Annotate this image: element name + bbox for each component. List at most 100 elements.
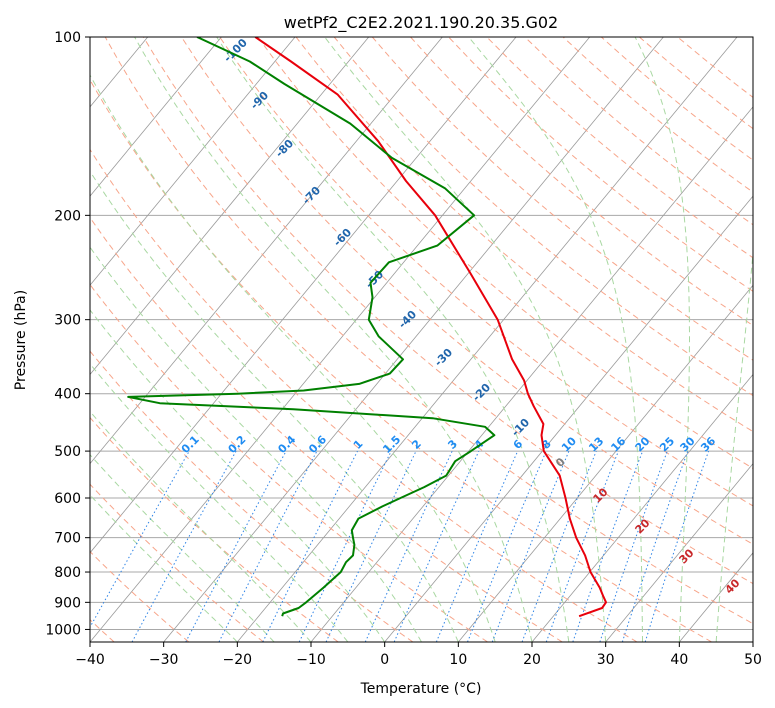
- moist-adiabat-line: [216, 37, 570, 642]
- mixing-ratio-line: [545, 450, 619, 642]
- moist-adiabat-label: 10: [591, 485, 611, 505]
- x-tick-label: −30: [149, 652, 179, 668]
- dry-adiabat-line: [104, 37, 753, 625]
- x-tick-label: −40: [75, 652, 105, 668]
- isotherm-line: [531, 373, 753, 642]
- dry-adiabat-line: [90, 350, 414, 642]
- x-tick-label: 10: [449, 652, 467, 668]
- dry-adiabat-line: [410, 37, 753, 327]
- dry-adiabat-line: [448, 37, 753, 292]
- moist-adiabat-line: [90, 410, 312, 642]
- dry-adiabat-label: -20: [470, 381, 493, 404]
- mixing-ratio-line: [435, 450, 519, 642]
- mixing-ratio-label: 0.6: [306, 433, 329, 456]
- mixing-ratio-line: [262, 450, 358, 642]
- x-tick-label: −20: [223, 652, 253, 668]
- mixing-ratio-line: [644, 450, 710, 642]
- y-tick-label: 200: [54, 208, 81, 224]
- isotherm-line: [679, 552, 753, 642]
- y-tick-label: 400: [54, 387, 81, 403]
- y-tick-label: 700: [54, 531, 81, 547]
- isotherm-line: [90, 37, 517, 554]
- dry-adiabat-line: [333, 37, 753, 397]
- dry-adiabat-line: [90, 283, 488, 642]
- moist-adiabat-line: [90, 309, 386, 642]
- dry-adiabat-label: -30: [432, 346, 455, 369]
- dry-adiabat-line: [90, 216, 563, 642]
- plot-frame: [89, 36, 754, 643]
- y-tick-label: 1000: [45, 622, 81, 638]
- mixing-ratio-label: 3: [445, 437, 460, 452]
- isotherm-line: [384, 195, 753, 642]
- dry-adiabat-line: [90, 550, 190, 642]
- isotherm-line: [90, 37, 591, 642]
- isotherm-line: [752, 641, 753, 642]
- isotherm-gridlines: [0, 37, 753, 642]
- isotherm-line: [237, 37, 738, 642]
- x-tick-label: 20: [523, 652, 541, 668]
- profiles: [127, 37, 607, 618]
- y-tick-label: 100: [54, 30, 81, 46]
- x-tick-label: 30: [597, 652, 615, 668]
- isobar-gridlines: [90, 37, 753, 630]
- mixing-ratio-line: [491, 450, 570, 642]
- mixing-ratio-line: [599, 450, 668, 642]
- moist-adiabat-line: [468, 37, 643, 642]
- x-axis-title: Temperature (°C): [360, 681, 482, 697]
- mixing-ratio-line: [393, 450, 480, 642]
- dewpoint-profile-line: [127, 37, 496, 617]
- y-tick-label: 900: [54, 595, 81, 611]
- mixing-ratio-lines: [90, 450, 710, 642]
- temperature-profile-line: [254, 37, 607, 618]
- isotherm-line: [90, 37, 443, 465]
- mixing-ratio-line: [467, 450, 547, 642]
- x-tick-label: 0: [380, 652, 389, 668]
- mixing-ratio-label: 0.1: [179, 433, 202, 456]
- dry-adiabat-line: [90, 148, 638, 642]
- dry-adiabat-line: [562, 37, 753, 193]
- dry-adiabat-label: -80: [273, 137, 296, 160]
- moist-adiabat-line: [634, 37, 690, 642]
- y-tick-label: 500: [54, 444, 81, 460]
- dry-adiabat-label: -90: [248, 89, 271, 112]
- moist-adiabat-line: [134, 37, 533, 642]
- dry-adiabat-line: [295, 37, 753, 433]
- moist-adiabat-line: [90, 494, 238, 642]
- plot-area: -100-90-80-70-60-50-40-30-20-10010203040…: [0, 37, 753, 642]
- mixing-ratio-line: [298, 450, 392, 642]
- y-axis-title: Pressure (hPa): [13, 290, 29, 390]
- x-axis: −40 −30 −20 −10 0 10 20 30 40 50: [75, 642, 762, 668]
- mixing-ratio-label: 1: [351, 437, 366, 452]
- dry-adiabat-line: [90, 483, 264, 642]
- moist-adiabat-label: 40: [723, 576, 743, 596]
- isotherm-line: [310, 106, 753, 642]
- moist-adiabat-line: [90, 363, 349, 642]
- dry-adiabat-line: [639, 37, 753, 130]
- isotherm-line: [605, 463, 753, 642]
- moist-adiabat-label: 20: [633, 516, 653, 536]
- isotherm-line: [0, 37, 74, 642]
- isotherm-line: [90, 37, 222, 197]
- mixing-ratio-line: [185, 450, 287, 642]
- isotherm-line: [90, 37, 296, 286]
- mixing-ratio-line: [218, 450, 318, 642]
- mixing-ratio-line: [621, 450, 689, 642]
- moist-adiabat-line: [90, 246, 422, 642]
- dry-adiabat-line: [486, 37, 753, 259]
- mixing-ratio-label: 6: [511, 437, 526, 452]
- mixing-ratio-line: [521, 450, 597, 642]
- mixing-ratio-label: 2: [409, 437, 424, 452]
- dry-adiabat-line: [677, 37, 753, 99]
- isotherm-line: [90, 37, 370, 376]
- dry-adiabat-label: -70: [300, 184, 323, 207]
- y-tick-label: 800: [54, 565, 81, 581]
- y-tick-label: 300: [54, 313, 81, 329]
- dry-adiabat-label: -40: [396, 308, 419, 331]
- mixing-ratio-label: 0.2: [226, 433, 249, 456]
- mixing-ratio-label: 0.4: [275, 433, 298, 456]
- dry-adiabat-label: -10: [509, 416, 532, 439]
- x-tick-label: −10: [296, 652, 326, 668]
- moist-adiabat-line: [90, 74, 496, 642]
- mixing-ratio-line: [131, 450, 237, 642]
